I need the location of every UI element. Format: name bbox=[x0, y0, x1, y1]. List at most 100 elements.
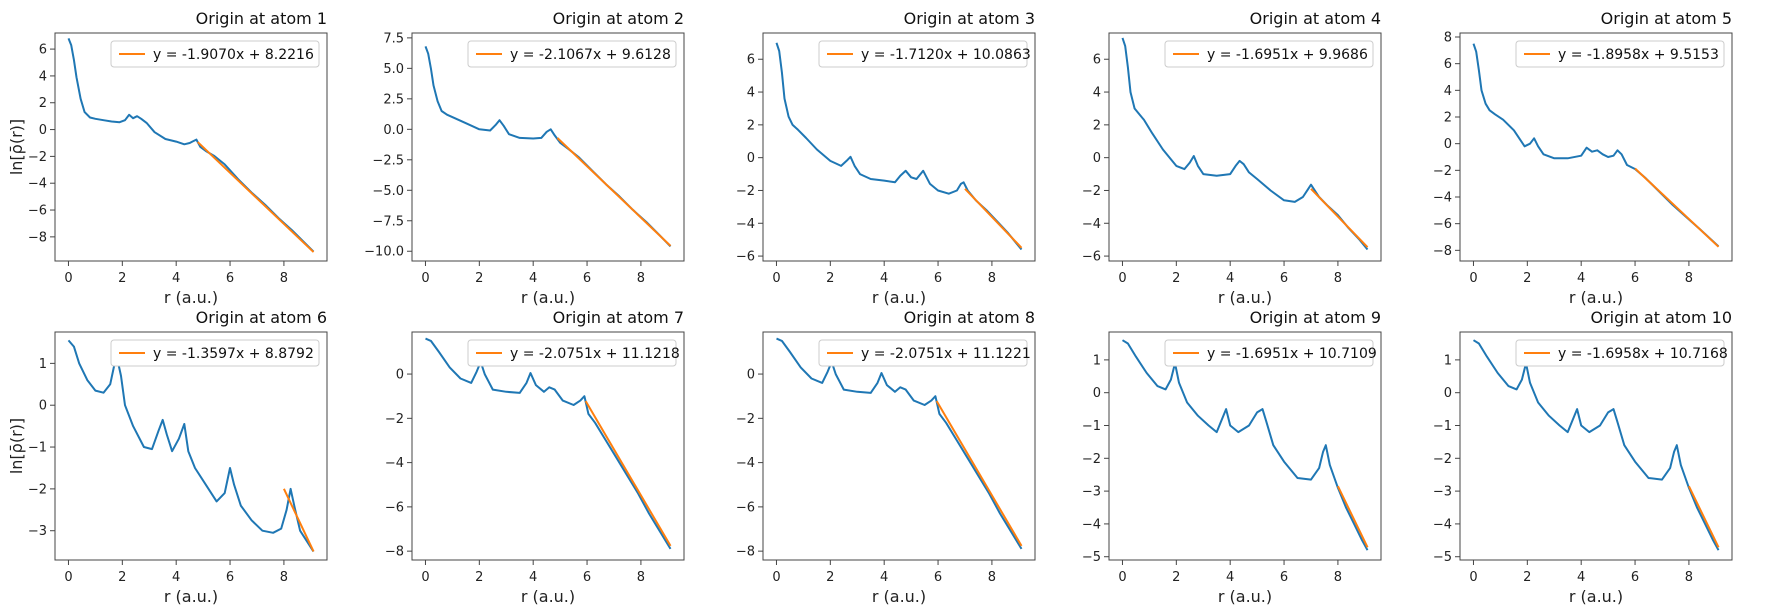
panel-1: 0 2 4 6 8 −8 −6 −4 −2 0 2 4 6 Origin at atom 1 r (a.u.… bbox=[7, 9, 328, 307]
plot-frame bbox=[1459, 32, 1733, 262]
y-axis-label: ln[ρ̄(r)] bbox=[7, 119, 26, 175]
plot-frame bbox=[1108, 32, 1382, 262]
x-axis-label: r (a.u.) bbox=[521, 288, 575, 307]
panel-4: 0 2 4 6 8 −6 −4 −2 0 2 4 6 Origin at atom 4 r (a.u.) y… bbox=[1082, 9, 1382, 307]
panel-title: Origin at atom 9 bbox=[1250, 308, 1381, 327]
x-tick-label: 0 bbox=[1118, 271, 1126, 286]
x-tick-label: 0 bbox=[1469, 570, 1477, 585]
y-tick-label: −2 bbox=[1433, 452, 1452, 467]
y-tick-label: −4 bbox=[736, 456, 755, 471]
legend-label: y = -2.0751x + 11.1221 bbox=[861, 346, 1031, 362]
x-tick-label: 0 bbox=[64, 271, 72, 286]
y-tick-label: 0 bbox=[747, 151, 755, 166]
x-tick-label: 6 bbox=[1280, 271, 1288, 286]
y-tick-label: −6 bbox=[28, 204, 47, 219]
x-tick-label: 8 bbox=[637, 271, 645, 286]
x-tick-label: 8 bbox=[637, 570, 645, 585]
plot-frame bbox=[762, 32, 1036, 262]
panel-6: 0 2 4 6 8 −3 −2 −1 0 1 Origin at atom 6 r (a.u.) ln[… bbox=[7, 308, 328, 606]
y-axis-label: ln[ρ̄(r)] bbox=[7, 418, 26, 474]
x-tick-label: 2 bbox=[475, 570, 483, 585]
y-tick-label: −4 bbox=[1433, 191, 1452, 206]
y-tick-label: 4 bbox=[1444, 84, 1452, 99]
density-curve bbox=[67, 38, 315, 253]
legend-box bbox=[1515, 40, 1725, 68]
fit-line bbox=[283, 488, 315, 552]
y-tick-label: −3 bbox=[1433, 485, 1452, 500]
x-tick-label: 4 bbox=[172, 271, 180, 286]
legend: y = -1.6951x + 10.7109 bbox=[1164, 339, 1377, 367]
x-axis-label: r (a.u.) bbox=[1218, 587, 1272, 606]
x-tick-label: 8 bbox=[1685, 271, 1693, 286]
y-tick-label: 2 bbox=[1444, 111, 1452, 126]
legend-label: y = -1.9070x + 8.2216 bbox=[153, 47, 314, 63]
y-tick-label: −4 bbox=[736, 217, 755, 232]
legend: y = -1.7120x + 10.0863 bbox=[818, 40, 1031, 68]
x-tick-label: 0 bbox=[1469, 271, 1477, 286]
y-tick-label: 5.0 bbox=[383, 62, 404, 77]
fit-line bbox=[1634, 167, 1720, 248]
y-tick-label: −6 bbox=[1433, 217, 1452, 232]
density-curve bbox=[424, 46, 672, 248]
y-tick-label: 4 bbox=[747, 86, 755, 101]
x-tick-label: 6 bbox=[1631, 271, 1639, 286]
y-tick-label: 0 bbox=[1444, 386, 1452, 401]
panel-9: 0 2 4 6 8 −5 −4 −3 −2 −1 0 1 Origin at atom 9 r (a.u.… bbox=[1082, 308, 1382, 606]
x-axis-label: r (a.u.) bbox=[1569, 288, 1623, 307]
legend: y = -1.3597x + 8.8792 bbox=[110, 339, 320, 367]
legend-box bbox=[110, 40, 320, 68]
y-tick-label: 0.0 bbox=[383, 123, 404, 138]
y-tick-label: 8 bbox=[1444, 31, 1452, 46]
y-tick-label: 0 bbox=[1444, 137, 1452, 152]
x-tick-label: 2 bbox=[1172, 570, 1180, 585]
y-tick-label: 0 bbox=[1093, 151, 1101, 166]
plot-frame bbox=[1459, 331, 1733, 561]
y-tick-label: 4 bbox=[39, 69, 47, 84]
x-tick-label: 4 bbox=[1577, 271, 1585, 286]
legend: y = -2.1067x + 9.6128 bbox=[467, 40, 677, 68]
fit-line bbox=[197, 141, 315, 253]
x-axis-label: r (a.u.) bbox=[521, 587, 575, 606]
y-tick-label: −4 bbox=[1082, 517, 1101, 532]
panel-3: 0 2 4 6 8 −6 −4 −2 0 2 4 6 Origin at atom 3 r (a.u.) y… bbox=[736, 9, 1036, 307]
y-tick-label: −10.0 bbox=[364, 245, 404, 260]
x-axis-label: r (a.u.) bbox=[1569, 587, 1623, 606]
x-tick-label: 6 bbox=[226, 271, 234, 286]
y-tick-label: 2 bbox=[1093, 118, 1101, 133]
density-curve bbox=[425, 337, 672, 550]
panel-title: Origin at atom 4 bbox=[1250, 9, 1381, 28]
fit-line bbox=[1337, 485, 1369, 548]
x-axis-label: r (a.u.) bbox=[1218, 288, 1272, 307]
y-tick-label: −3 bbox=[28, 524, 47, 539]
y-tick-label: −3 bbox=[1082, 485, 1101, 500]
legend-label: y = -1.6951x + 10.7109 bbox=[1207, 346, 1377, 362]
legend-box bbox=[818, 339, 1028, 367]
legend-label: y = -2.0751x + 11.1218 bbox=[510, 346, 680, 362]
legend: y = -1.6958x + 10.7168 bbox=[1515, 339, 1728, 367]
panel-title: Origin at atom 3 bbox=[904, 9, 1035, 28]
panel-title: Origin at atom 5 bbox=[1601, 9, 1732, 28]
x-tick-label: 6 bbox=[583, 570, 591, 585]
x-tick-label: 6 bbox=[934, 570, 942, 585]
x-tick-label: 4 bbox=[1226, 271, 1234, 286]
y-tick-label: −4 bbox=[385, 456, 404, 471]
plot-frame bbox=[54, 32, 328, 262]
legend-box bbox=[467, 40, 677, 68]
y-tick-label: 4 bbox=[1093, 86, 1101, 101]
y-tick-label: −6 bbox=[736, 250, 755, 265]
x-tick-label: 2 bbox=[118, 570, 126, 585]
x-tick-label: 0 bbox=[772, 271, 780, 286]
y-tick-label: 2 bbox=[747, 118, 755, 133]
density-curve bbox=[1121, 339, 1369, 551]
density-curve bbox=[1472, 43, 1720, 248]
y-tick-label: 1 bbox=[1093, 353, 1101, 368]
fit-line bbox=[584, 400, 672, 547]
x-tick-label: 4 bbox=[529, 570, 537, 585]
x-tick-label: 2 bbox=[475, 271, 483, 286]
x-tick-label: 8 bbox=[280, 570, 288, 585]
y-tick-label: −5 bbox=[1082, 550, 1101, 565]
y-tick-label: −2 bbox=[1082, 452, 1101, 467]
legend: y = -2.0751x + 11.1221 bbox=[818, 339, 1031, 367]
y-tick-label: 6 bbox=[39, 43, 47, 58]
